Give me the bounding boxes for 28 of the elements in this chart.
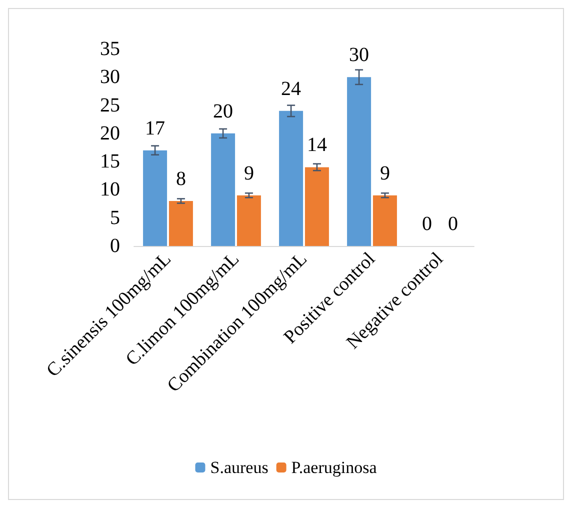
bar xyxy=(279,110,304,246)
data-label: 0 xyxy=(422,213,432,235)
data-label: 14 xyxy=(306,134,327,156)
y-tick-label: 25 xyxy=(100,94,120,116)
data-label: 0 xyxy=(448,213,458,235)
data-label: 30 xyxy=(349,44,370,66)
y-tick-label: 0 xyxy=(110,235,120,257)
data-label: 20 xyxy=(213,100,234,122)
data-label: 17 xyxy=(145,117,166,140)
bar xyxy=(143,150,168,246)
bar xyxy=(211,133,236,246)
legend-label: P.aeruginosa xyxy=(291,458,378,477)
y-tick-label: 20 xyxy=(100,122,120,144)
legend-label: S.aureus xyxy=(210,458,268,477)
y-tick-label: 5 xyxy=(110,206,120,229)
data-label: 9 xyxy=(244,162,254,184)
data-label: 8 xyxy=(176,168,186,190)
data-label: 24 xyxy=(281,78,302,100)
y-tick-label: 30 xyxy=(100,66,120,88)
bar xyxy=(304,167,329,246)
y-tick-label: 35 xyxy=(100,38,120,60)
y-tick-label: 10 xyxy=(100,178,120,201)
bar xyxy=(168,200,193,246)
data-label: 9 xyxy=(380,162,390,184)
y-tick-label: 15 xyxy=(100,150,120,173)
bar xyxy=(347,77,372,246)
bar xyxy=(236,195,261,246)
bar xyxy=(372,195,397,246)
